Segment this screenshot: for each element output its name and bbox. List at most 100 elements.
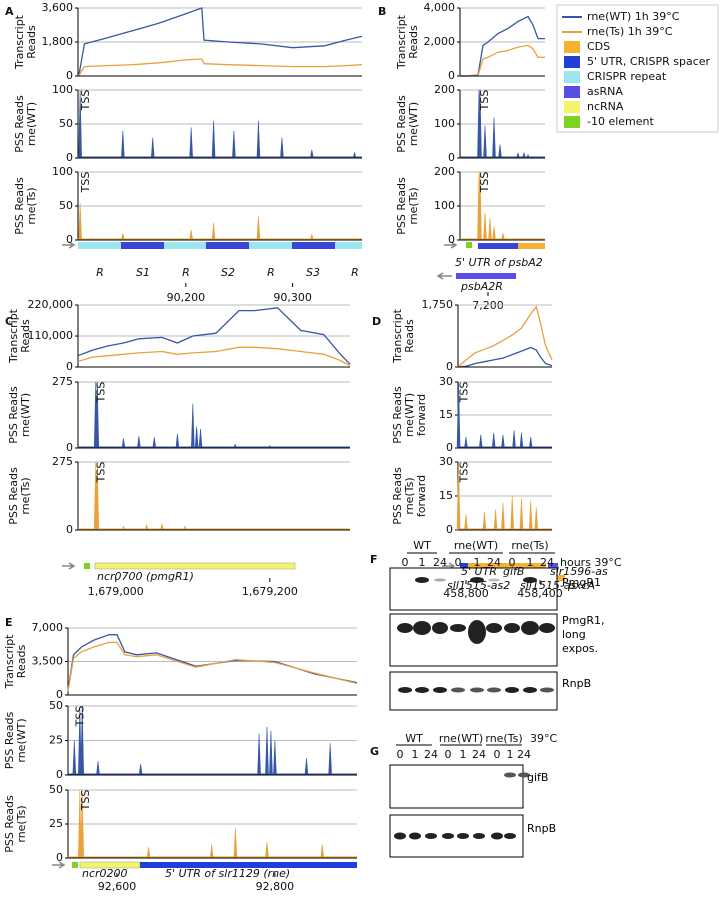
pss-peak xyxy=(183,525,188,531)
pss-peak xyxy=(137,435,141,449)
legend-label: asRNA xyxy=(587,85,623,98)
lane-label: 24 xyxy=(472,748,486,761)
x-tick-label: 92,600 xyxy=(98,880,137,893)
pss-peak xyxy=(121,130,125,159)
y-tick-label: 0 xyxy=(446,441,453,454)
track-label: R xyxy=(182,266,190,279)
legend-swatch xyxy=(564,41,580,53)
y-tick-label: 0 xyxy=(66,360,73,373)
y-axis-label: rne(Ts) xyxy=(25,187,38,224)
pss-peak xyxy=(491,432,496,449)
track-label: sll1515-as xyxy=(520,579,577,592)
pss-peak xyxy=(493,509,498,531)
pss-peak xyxy=(280,137,284,159)
x-tick-label: 90,200 xyxy=(167,291,206,304)
y-tick-label: 100 xyxy=(52,83,73,96)
lane-label: 0 xyxy=(397,748,404,761)
track-label: S3 xyxy=(306,266,320,279)
lane-label: 24 xyxy=(517,748,531,761)
transcript-line xyxy=(77,346,351,367)
blot-row-label: RnpB xyxy=(562,677,592,690)
y-axis-label: Transcript xyxy=(395,14,408,70)
lane-label: 24 xyxy=(487,556,501,569)
pss-peak xyxy=(498,144,502,159)
track-label: psbA2R xyxy=(460,280,503,293)
tss-annotation: TSS xyxy=(79,172,92,194)
track-label: gifB xyxy=(503,565,524,578)
pss-peak xyxy=(528,500,533,531)
track-label: ncr0700 (pmgR1) xyxy=(97,570,194,583)
transcript-line xyxy=(457,305,553,368)
y-tick-label: 0 xyxy=(56,768,63,781)
pss-peak xyxy=(120,233,125,241)
legend-label: 5' UTR, CRISPR spacer xyxy=(587,55,711,68)
transcript-line xyxy=(67,641,358,692)
y-tick-label: 0 xyxy=(66,69,73,82)
y-axis-label: Reads xyxy=(407,25,420,59)
panel-label: B xyxy=(378,5,386,18)
y-axis-label: PSS Reads xyxy=(3,795,16,853)
track-label: sll1515-as2 xyxy=(447,579,510,592)
y-axis-label: rne(WT) xyxy=(19,393,32,437)
track-label: R xyxy=(351,266,359,279)
pss-peak xyxy=(256,120,261,159)
lane-label: 0 xyxy=(402,556,409,569)
legend-label: rne(WT) 1h 39°C xyxy=(587,10,680,23)
panel-label: E xyxy=(5,616,13,629)
y-axis-label: PSS Reads xyxy=(3,712,16,770)
pss-peak xyxy=(304,758,309,776)
pss-peak xyxy=(320,844,325,859)
pss-peak xyxy=(209,844,214,859)
pss-peak xyxy=(152,437,157,449)
y-tick-label: 7,000 xyxy=(32,621,64,634)
transcript-line xyxy=(77,307,351,365)
pss-peak xyxy=(189,127,193,159)
pss-peak xyxy=(72,740,77,776)
y-tick-label: 50 xyxy=(59,199,73,212)
blots xyxy=(389,552,558,858)
y-tick-label: 2,000 xyxy=(424,35,456,48)
transcript-line xyxy=(460,15,545,77)
y-axis-label: forward xyxy=(415,394,428,436)
track-label: S2 xyxy=(221,266,235,279)
pss-peak xyxy=(190,403,195,449)
legend-label: rne(Ts) 1h 39°C xyxy=(587,25,673,38)
y-tick-label: 4,000 xyxy=(424,1,456,14)
pss-peak xyxy=(138,763,143,776)
lane-label: 1 xyxy=(419,556,426,569)
legend-label: ncRNA xyxy=(587,100,624,113)
pss-peak xyxy=(516,151,520,159)
panel-label: F xyxy=(370,553,378,566)
y-axis-label: Transcript xyxy=(3,634,16,690)
blot-row-label: PmgR1 xyxy=(562,576,601,589)
y-tick-label: 200 xyxy=(434,83,455,96)
lane-label: 1 xyxy=(412,748,419,761)
transcript-line xyxy=(78,7,363,75)
pss-peak xyxy=(198,428,203,449)
transcript-line xyxy=(78,58,363,76)
y-axis-label: PSS Reads xyxy=(395,177,408,235)
pss-peak xyxy=(483,212,487,241)
pss-peak xyxy=(488,217,492,241)
pss-peak xyxy=(211,222,216,241)
legend-swatch xyxy=(564,71,580,83)
pss-peak xyxy=(269,730,273,776)
pss-peak xyxy=(265,726,269,776)
y-tick-label: 3,600 xyxy=(42,1,74,14)
x-tick-label: 92,800 xyxy=(256,880,295,893)
x-tick-label: 458,400 xyxy=(517,587,563,600)
y-axis-label: PSS Reads xyxy=(7,467,20,525)
pss-peak xyxy=(257,733,261,776)
blot-header: WT xyxy=(413,539,431,552)
tss-annotation: TSS xyxy=(458,462,471,484)
track-label: 5' UTR of psbA2 xyxy=(455,256,543,269)
pss-peak xyxy=(256,216,261,241)
blot-unit: hours 39°C xyxy=(560,556,622,569)
panel-label: A xyxy=(5,5,14,18)
pss-peak xyxy=(501,434,505,449)
track-label: 5' UTR of slr1129 (rne) xyxy=(165,867,290,880)
pss-peak xyxy=(328,743,332,776)
y-tick-label: 50 xyxy=(49,783,63,796)
